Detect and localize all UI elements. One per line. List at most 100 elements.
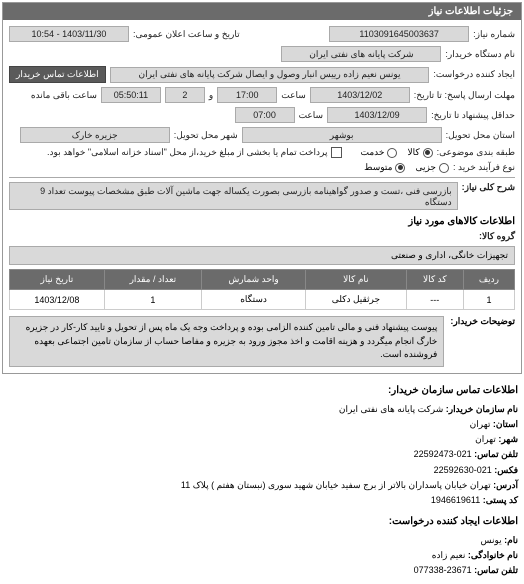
deadline-offer-label: حداقل پیشنهاد تا تاریخ: [431,110,515,121]
checkbox-partial-pay[interactable] [331,147,342,158]
process-radios: جزیی متوسط [364,162,449,173]
col-row: ردیف [463,270,514,290]
contact-lname-label: نام خانوادگی: [468,550,518,560]
org-label: نام دستگاه خریدار: [445,49,515,60]
contact-postal-label: کد پستی: [483,495,518,505]
col-date: تاریخ نیاز [10,270,105,290]
col-code: کد کالا [406,270,463,290]
need-title-text[interactable] [9,182,458,210]
cell-unit: دستگاه [201,290,305,310]
remain-label: ساعت باقی مانده [31,90,97,101]
cell-code: --- [406,290,463,310]
deadline-send-label: مهلت ارسال پاسخ: تا تاریخ: [414,90,515,101]
deadline-send-min[interactable] [165,87,205,103]
deadline-send-date[interactable] [310,87,410,103]
contact-address: آدرس: تهران خیابان پاسداران بالاتر از بر… [6,478,518,493]
details-panel: جزئیات اطلاعات نیاز شماره نیاز: تاریخ و … [2,2,522,374]
contact-org-label: نام سازمان خریدار: [446,404,518,414]
goods-section-title: اطلاعات کالاهای مورد نیاز [9,216,515,227]
cell-row: 1 [463,290,514,310]
contact-buyer-button[interactable]: اطلاعات تماس خریدار [9,66,106,83]
goods-group-box: تجهیزات خانگی، اداری و صنعتی [9,246,515,265]
desc-text: پیوست پیشنهاد فنی و مالی تامین کننده الز… [9,316,444,367]
need-title-label: شرح کلی نیاز: [462,182,515,193]
group-label: گروه کالا: [479,231,515,242]
announce-label: تاریخ و ساعت اعلان عمومی: [133,29,240,40]
contact-lname: نام خانوادگی: نعیم زاده [6,548,518,563]
col-name: نام کالا [306,270,407,290]
contact-cphone-val: 23671-077338 [414,565,472,575]
col-unit: واحد شمارش [201,270,305,290]
contact-city: شهر: تهران [6,432,518,447]
contact-fax-val: 021-22592630 [434,465,492,475]
contact-phone: تلفن تماس: 021-22592473 [6,447,518,462]
contact-province-val: تهران [470,419,491,429]
radio-dot-icon [387,148,397,158]
radio-service-label: خدمت [360,147,384,158]
deadline-offer-date[interactable] [327,107,427,123]
goods-class-radios: کالا خدمت [360,147,432,158]
table-header-row: ردیف کد کالا نام کالا واحد شمارش تعداد /… [10,270,515,290]
radio-dot-icon [395,163,405,173]
req-no-input[interactable] [329,26,469,42]
process-label: نوع فرآیند خرید : [453,162,515,173]
cell-qty: 1 [104,290,201,310]
province-label: استان محل تحویل: [446,130,515,141]
city-input[interactable] [20,127,170,143]
goods-class-label: طبقه بندی موضوعی: [437,147,515,158]
contact-fax: فکس: 021-22592630 [6,463,518,478]
creator-label: ایجاد کننده درخواست: [433,69,515,80]
contact-fax-label: فکس: [494,465,518,475]
org-input[interactable] [281,46,441,62]
radio-part-label: جزیی [415,162,436,173]
radio-mid[interactable]: متوسط [364,162,405,173]
contact-lname-val: نعیم زاده [432,550,466,560]
radio-goods-label: کالا [407,147,419,158]
contact-postal-val: 1946619611 [431,495,480,505]
goods-table: ردیف کد کالا نام کالا واحد شمارش تعداد /… [9,269,515,310]
contact-name: نام: یونس [6,533,518,548]
panel-title: جزئیات اطلاعات نیاز [3,3,521,20]
remain-time[interactable] [101,87,161,103]
radio-goods[interactable]: کالا [407,147,432,158]
min-label: و [209,90,213,101]
table-row[interactable]: 1 --- جرثقیل دکلی دستگاه 1 1403/12/08 [10,290,515,310]
contact-section-title: اطلاعات تماس سازمان خریدار: [6,382,518,399]
col-qty: تعداد / مقدار [104,270,201,290]
contact-city-val: تهران [475,434,496,444]
contact-name-label: نام: [504,535,518,545]
contact-address-val: تهران خیابان پاسداران بالاتر از برج سفید… [181,480,491,490]
contact-section: اطلاعات تماس سازمان خریدار: نام سازمان خ… [0,376,524,584]
req-no-label: شماره نیاز: [473,29,515,40]
cell-date: 1403/12/08 [10,290,105,310]
contact-cphone-label: تلفن تماس: [474,565,518,575]
time-label-2: ساعت [299,110,324,121]
radio-dot-icon [439,163,449,173]
contact-phone-label: تلفن تماس: [474,449,518,459]
radio-mid-label: متوسط [364,162,392,173]
desc-label: توضیحات خریدار: [450,316,515,367]
city-label: شهر محل تحویل: [174,130,238,141]
announce-input[interactable] [9,26,129,42]
deadline-send-time[interactable] [217,87,277,103]
creator-section-title: اطلاعات ایجاد کننده درخواست: [6,513,518,530]
time-label-1: ساعت [281,90,306,101]
partial-pay-label: پرداخت تمام یا بخشی از مبلغ خرید،از محل … [47,147,327,158]
province-input[interactable] [242,127,442,143]
contact-org-val: شرکت پایانه های نفتی ایران [339,404,443,414]
contact-org: نام سازمان خریدار: شرکت پایانه های نفتی … [6,402,518,417]
radio-service[interactable]: خدمت [360,147,397,158]
cell-name: جرثقیل دکلی [306,290,407,310]
contact-province: استان: تهران [6,417,518,432]
radio-part[interactable]: جزیی [415,162,449,173]
contact-province-label: استان: [493,419,518,429]
radio-dot-icon [423,148,433,158]
contact-name-val: یونس [481,535,502,545]
contact-city-label: شهر: [498,434,518,444]
contact-postal: کد پستی: 1946619611 [6,493,518,508]
divider [9,177,515,178]
contact-phone-val: 021-22592473 [414,449,472,459]
deadline-offer-time[interactable] [235,107,295,123]
creator-input[interactable] [110,67,430,83]
contact-address-label: آدرس: [493,480,518,490]
